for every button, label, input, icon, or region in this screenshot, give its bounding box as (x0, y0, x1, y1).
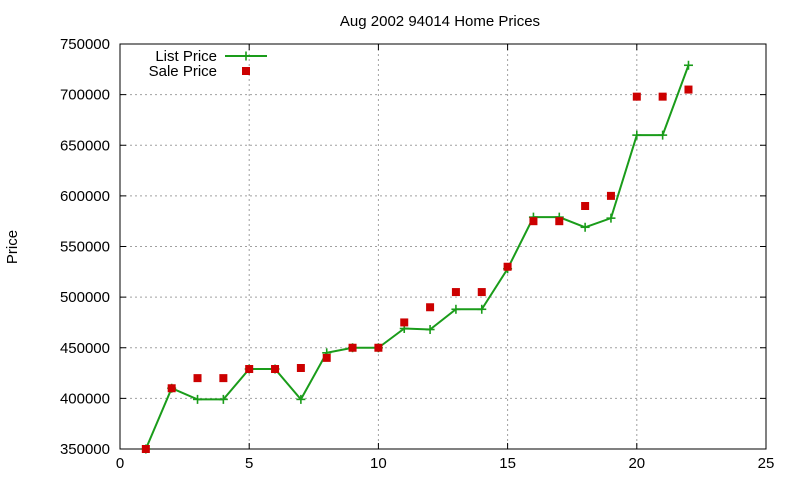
list-price-line (144, 64, 690, 450)
legend-key-sale-price (242, 67, 250, 75)
sale-price-point (555, 217, 564, 226)
list-price-point (296, 394, 306, 404)
sale-price-point (374, 343, 383, 352)
list-price-point (683, 60, 693, 70)
y-tick-label: 650000 (60, 137, 110, 154)
y-tick-label: 400000 (60, 390, 110, 407)
sale-price-point (219, 374, 228, 383)
list-price-point (218, 394, 228, 404)
sale-price-point (271, 365, 280, 374)
list-price-point (658, 130, 668, 140)
y-axis-label: Price (4, 230, 21, 264)
plot-frame (119, 43, 767, 450)
series-list-price (141, 60, 693, 454)
list-price-point (580, 222, 590, 232)
y-tick-label: 550000 (60, 239, 110, 256)
legend-key-list-price (225, 51, 267, 61)
series-layer (141, 60, 693, 454)
list-price-point (606, 213, 616, 223)
sale-price-point (322, 353, 331, 362)
y-tick-label: 350000 (60, 441, 110, 458)
sale-price-point (400, 318, 409, 327)
series-sale-price (141, 85, 693, 453)
list-price-point (477, 304, 487, 314)
sale-price-point (193, 374, 202, 383)
x-tick-label: 0 (116, 455, 124, 472)
chart-title: Aug 2002 94014 Home Prices (340, 13, 540, 30)
list-price-point (193, 394, 203, 404)
sale-price-point (658, 92, 667, 101)
sale-price-point (684, 85, 693, 94)
y-tick-label: 450000 (60, 340, 110, 357)
legend-label-list-price: List Price (155, 48, 217, 65)
list-price-point (451, 304, 461, 314)
sale-price-point (296, 364, 305, 372)
legend: List Price Sale Price (149, 48, 267, 80)
x-tick-label: 15 (499, 455, 516, 472)
axis-ticks: 0 5 10 15 20 25 350000 400000 450000 500000 550000… (60, 36, 774, 472)
legend-marker-sale-price (242, 67, 250, 75)
x-tick-label: 25 (758, 455, 775, 472)
sale-price-point (529, 217, 538, 226)
y-tick-label: 500000 (60, 289, 110, 306)
sale-price-point (426, 303, 435, 312)
list-price-point (425, 325, 435, 335)
sale-price-point (167, 384, 176, 393)
legend-marker-list-price (241, 51, 251, 61)
sale-price-point (141, 445, 150, 453)
sale-price-point (477, 288, 486, 297)
x-tick-label: 5 (245, 455, 253, 472)
legend-label-sale-price: Sale Price (149, 63, 217, 80)
x-tick-label: 10 (370, 455, 387, 472)
y-tick-label: 600000 (60, 188, 110, 205)
sale-price-point (245, 365, 254, 374)
sale-price-point (503, 262, 512, 271)
x-tick-label: 20 (628, 455, 645, 472)
sale-price-point (581, 202, 590, 210)
sale-price-point (348, 343, 357, 352)
list-price-point (632, 130, 642, 140)
sale-price-point (632, 92, 641, 101)
y-tick-label: 700000 (60, 87, 110, 104)
y-tick-label: 750000 (60, 36, 110, 53)
sale-price-point (451, 288, 460, 297)
sale-price-point (606, 191, 615, 200)
grid (120, 44, 766, 449)
